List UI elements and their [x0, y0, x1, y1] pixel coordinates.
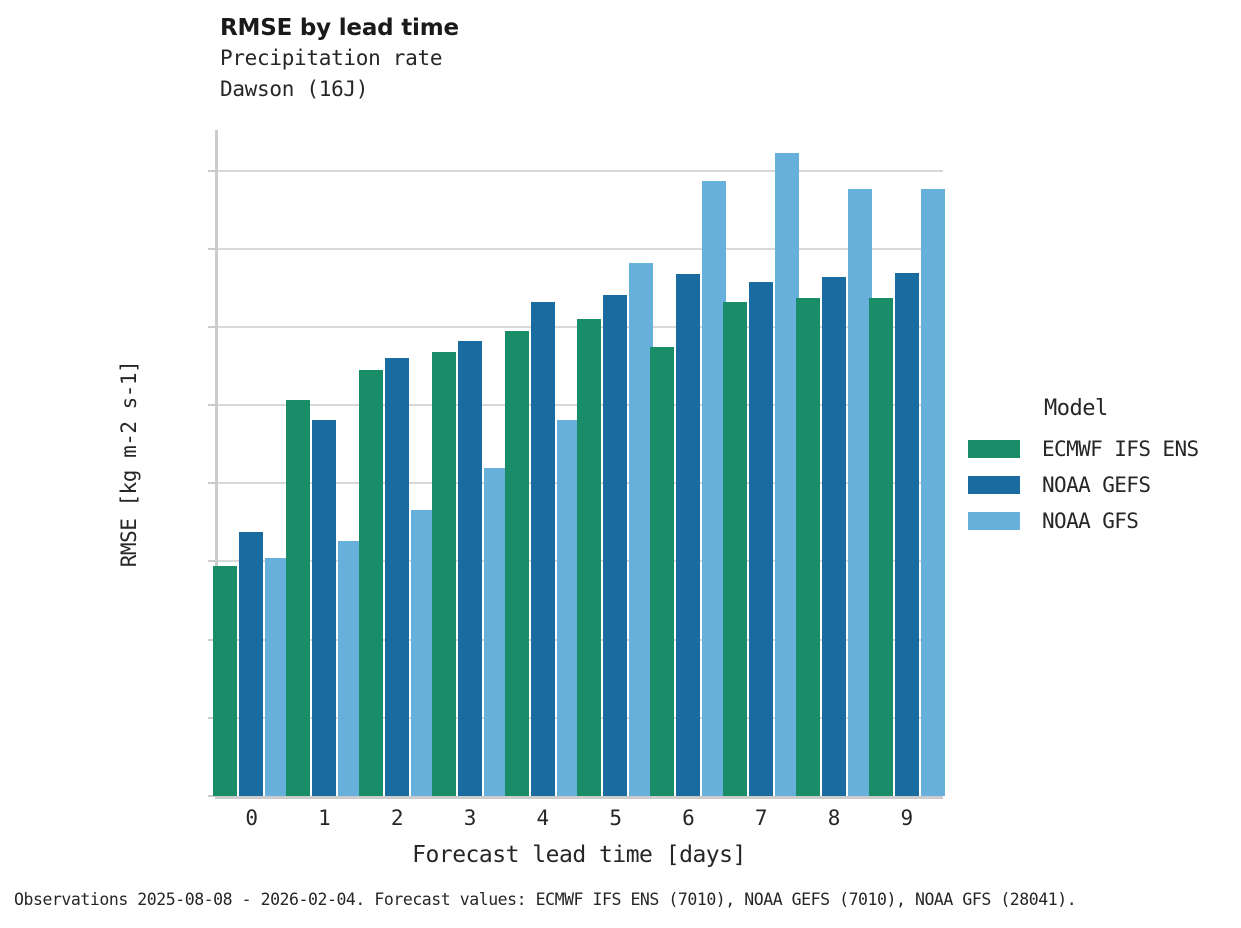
plot-area: 0.0000000.0000250.0000500.0000750.000100… — [208, 130, 945, 868]
y-tick-mark — [208, 169, 215, 172]
bar — [868, 297, 893, 796]
bar — [603, 295, 628, 796]
x-tick-label: 0 — [245, 806, 258, 830]
x-tick-label: 1 — [318, 806, 331, 830]
chart-subtitle-location: Dawson (16J) — [220, 77, 369, 102]
bar — [723, 301, 747, 796]
y-tick-mark — [208, 482, 215, 485]
bar — [749, 282, 773, 796]
y-tick-mark — [208, 404, 215, 407]
bar — [483, 468, 508, 796]
x-tick-label: 4 — [536, 806, 550, 830]
bar — [239, 531, 264, 796]
y-tick-mark — [208, 716, 215, 719]
bar — [702, 180, 727, 796]
legend-swatch — [968, 440, 1020, 458]
x-tick-label: 3 — [463, 806, 477, 830]
x-tick-label: 8 — [827, 806, 841, 830]
bar — [920, 188, 945, 796]
chart-header: RMSE by lead time Precipitation rate Daw… — [220, 14, 459, 106]
x-tick-label: 9 — [900, 806, 914, 830]
bar — [359, 369, 383, 796]
legend-swatch — [968, 476, 1020, 494]
bar — [431, 352, 456, 796]
x-axis-spine — [215, 796, 943, 799]
bar — [312, 420, 337, 796]
y-axis-title: RMSE [kg m-2 s-1] — [117, 360, 142, 568]
legend-item-label: NOAA GFS — [1042, 509, 1139, 533]
legend-item[interactable]: NOAA GEFS — [968, 467, 1238, 503]
bar — [457, 341, 482, 796]
bar — [286, 400, 311, 796]
x-tick-label: 5 — [609, 806, 622, 830]
bar — [385, 357, 409, 796]
footer-note: Observations 2025-08-08 - 2026-02-04. Fo… — [14, 890, 1077, 909]
legend-entries: ECMWF IFS ENS NOAA GEFS NOAA GFS — [968, 431, 1238, 539]
x-axis-title: Forecast lead time [days] — [412, 842, 746, 868]
legend-item[interactable]: ECMWF IFS ENS — [968, 431, 1238, 467]
bar — [577, 318, 602, 796]
legend-item-label: ECMWF IFS ENS — [1042, 437, 1199, 461]
bar — [795, 297, 820, 796]
y-tick-mark — [208, 247, 215, 250]
x-tick-label: 2 — [390, 806, 404, 830]
chart-title: RMSE by lead time — [220, 15, 459, 41]
legend: Model ECMWF IFS ENS NOAA GEFS NOAA GFS — [968, 396, 1238, 539]
bar — [411, 509, 435, 796]
bar — [213, 566, 238, 796]
legend-swatch — [968, 512, 1020, 530]
bar — [775, 152, 799, 796]
bar — [556, 419, 581, 796]
bar — [676, 274, 701, 796]
bar — [338, 541, 363, 796]
bar — [847, 188, 872, 796]
gridline — [218, 247, 943, 250]
bar — [629, 262, 654, 796]
bar — [265, 557, 290, 796]
chart-subtitle-variable: Precipitation rate — [220, 45, 443, 70]
bar — [650, 347, 675, 796]
bar — [894, 273, 919, 796]
bar — [821, 277, 846, 796]
gridline — [218, 169, 943, 172]
y-tick-mark — [208, 325, 215, 328]
y-tick-mark — [208, 638, 215, 641]
legend-title: Model — [1044, 396, 1108, 421]
x-tick-label: 6 — [682, 806, 695, 830]
y-axis-spine — [215, 130, 218, 796]
bar — [530, 301, 555, 796]
bar — [504, 331, 529, 796]
legend-item[interactable]: NOAA GFS — [968, 503, 1238, 539]
y-tick-mark — [208, 560, 215, 563]
legend-item-label: NOAA GEFS — [1042, 473, 1151, 497]
y-tick-mark — [208, 795, 215, 797]
x-tick-label: 7 — [754, 806, 768, 830]
